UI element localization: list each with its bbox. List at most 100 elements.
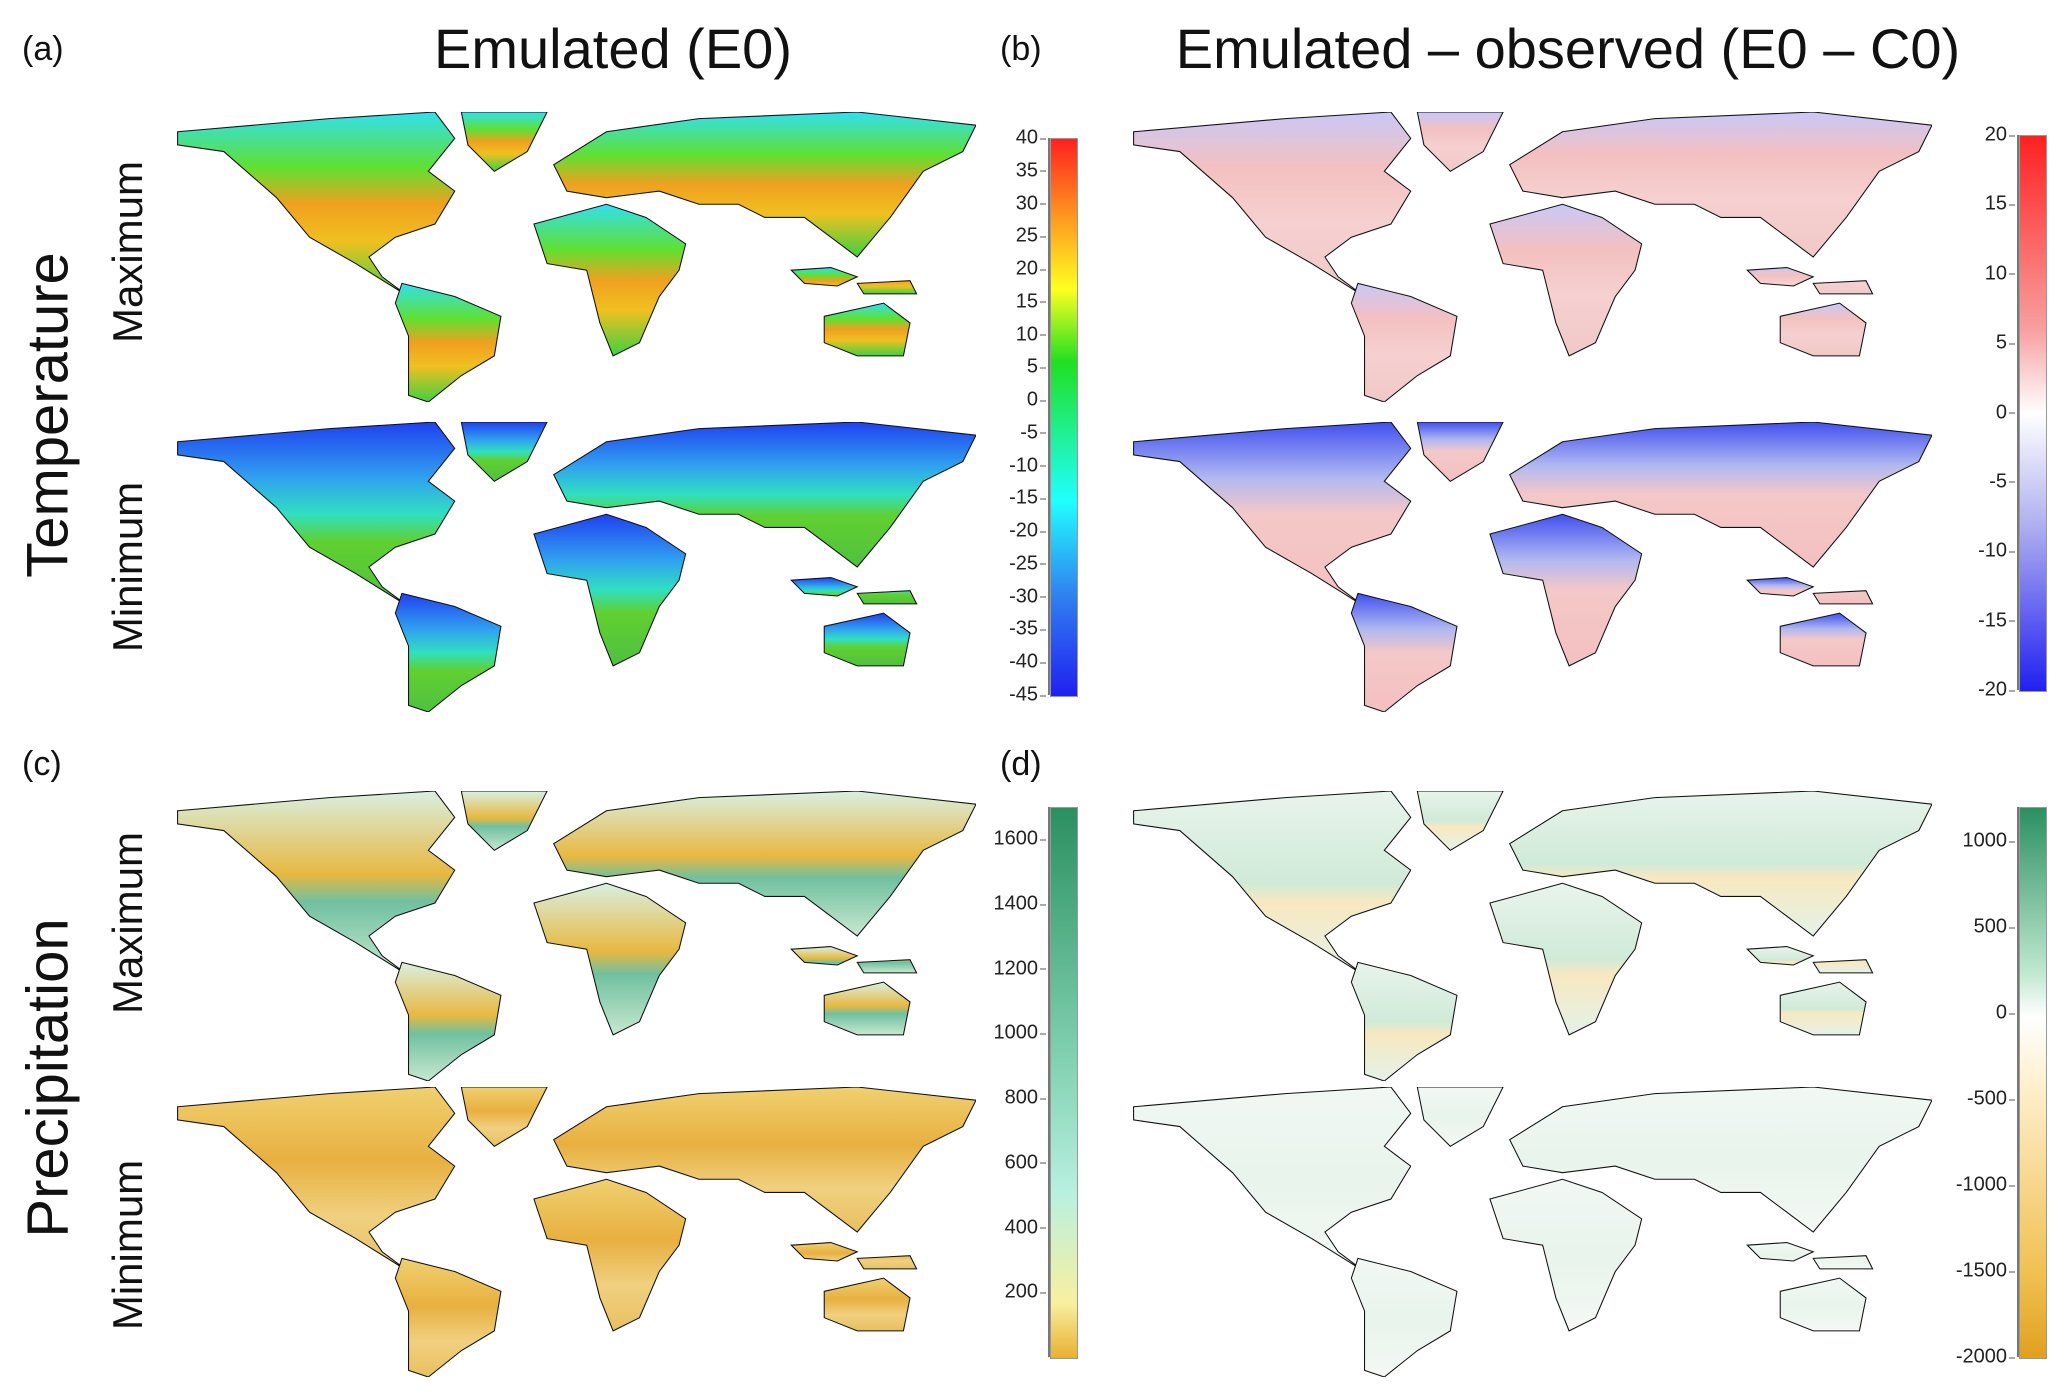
- south-america-shape: [394, 961, 502, 1082]
- north-america-shape: [177, 1086, 456, 1272]
- south-america-shape: [394, 282, 502, 403]
- se-asia-islands-shape: [1746, 1242, 1874, 1270]
- africa-shape: [1489, 513, 1643, 667]
- colorbar-tick-label: -20: [1927, 679, 2015, 702]
- greenland-shape: [1416, 790, 1504, 851]
- panel-d-label: (d): [1000, 745, 1042, 783]
- colorbar-tick-label: 1400: [958, 893, 1046, 916]
- temperature-diff-maximum-map: [1127, 111, 1933, 403]
- south-america-shape: [1350, 1257, 1458, 1378]
- australia-shape: [1779, 302, 1867, 357]
- north-america-shape: [177, 421, 456, 607]
- temperature-diff-colorbar: [2019, 135, 2047, 692]
- colorbar-tick-label: 15: [958, 290, 1046, 313]
- colorbar-tick-label: 0: [1927, 1002, 2015, 1025]
- eurasia-shape: [1509, 421, 1933, 568]
- south-america-shape: [1350, 282, 1458, 403]
- colorbar-tick-label: -40: [958, 651, 1046, 674]
- colorbar-tick-label: 35: [958, 159, 1046, 182]
- colorbar-tick-label: 1600: [958, 828, 1046, 851]
- colorbar-tick-label: 600: [958, 1151, 1046, 1174]
- temperature-maximum-map: [171, 111, 977, 403]
- colorbar-tick-label: 30: [958, 192, 1046, 215]
- north-america-shape: [1133, 1086, 1412, 1272]
- colorbar-axis: [1048, 807, 1050, 1357]
- africa-shape: [533, 1178, 687, 1332]
- colorbar-tick-label: 25: [958, 225, 1046, 248]
- colorbar-tick-label: 1000: [1927, 830, 2015, 853]
- colorbar-axis: [2017, 807, 2019, 1357]
- colorbar-tick-label: -15: [958, 487, 1046, 510]
- colorbar-axis: [1048, 138, 1050, 695]
- colorbar-tick-label: -500: [1927, 1088, 2015, 1111]
- se-asia-islands-shape: [1746, 267, 1874, 295]
- australia-shape: [1779, 612, 1867, 667]
- south-america-shape: [394, 1257, 502, 1378]
- north-america-shape: [1133, 421, 1412, 607]
- colorbar-tick-label: 5: [958, 356, 1046, 379]
- australia-shape: [823, 981, 911, 1036]
- panel-a-label: (a): [22, 30, 64, 68]
- row-label-temp-minimum: Minimum: [104, 481, 151, 653]
- colorbar-tick-label: -20: [958, 520, 1046, 543]
- se-asia-islands-shape: [1746, 946, 1874, 974]
- se-asia-islands-shape: [790, 1242, 918, 1270]
- australia-shape: [1779, 1277, 1867, 1332]
- colorbar-tick-label: 40: [958, 127, 1046, 150]
- colorbar-tick-label: -1500: [1927, 1260, 2015, 1283]
- australia-shape: [823, 1277, 911, 1332]
- colorbar-axis: [2017, 135, 2019, 690]
- temperature-colorbar: [1050, 138, 1078, 697]
- north-america-shape: [177, 790, 456, 976]
- eurasia-shape: [553, 790, 977, 937]
- precipitation-diff-maximum-map: [1127, 790, 1933, 1082]
- eurasia-shape: [1509, 111, 1933, 258]
- colorbar-tick-label: 400: [958, 1216, 1046, 1239]
- colorbar-tick-label: 10: [958, 323, 1046, 346]
- africa-shape: [1489, 203, 1643, 357]
- greenland-shape: [1416, 421, 1504, 482]
- precipitation-diff-colorbar: [2019, 807, 2047, 1359]
- africa-shape: [533, 203, 687, 357]
- colorbar-tick-label: 5: [1927, 332, 2015, 355]
- colorbar-tick-label: -45: [958, 684, 1046, 707]
- greenland-shape: [1416, 111, 1504, 172]
- colorbar-tick-label: -1000: [1927, 1174, 2015, 1197]
- colorbar-tick-label: -5: [1927, 470, 2015, 493]
- temperature-diff-minimum-map: [1127, 421, 1933, 713]
- row-label-temperature: Temperature: [15, 252, 81, 578]
- colorbar-tick-label: 0: [958, 389, 1046, 412]
- north-america-shape: [177, 111, 456, 297]
- eurasia-shape: [1509, 790, 1933, 937]
- eurasia-shape: [553, 1086, 977, 1233]
- africa-shape: [1489, 882, 1643, 1036]
- eurasia-shape: [553, 421, 977, 568]
- north-america-shape: [1133, 790, 1412, 976]
- south-america-shape: [1350, 961, 1458, 1082]
- north-america-shape: [1133, 111, 1412, 297]
- south-america-shape: [1350, 592, 1458, 713]
- colorbar-tick-label: -10: [958, 454, 1046, 477]
- precipitation-colorbar: [1050, 807, 1078, 1359]
- south-america-shape: [394, 592, 502, 713]
- row-label-temp-maximum: Maximum: [104, 160, 151, 344]
- australia-shape: [1779, 981, 1867, 1036]
- colorbar-tick-label: -2000: [1927, 1346, 2015, 1369]
- colorbar-tick-label: 15: [1927, 193, 2015, 216]
- panel-c-label: (c): [22, 745, 62, 783]
- row-label-precipitation: Precipitation: [15, 918, 81, 1238]
- colorbar-tick-label: -30: [958, 585, 1046, 608]
- australia-shape: [823, 612, 911, 667]
- colorbar-tick-label: -10: [1927, 540, 2015, 563]
- africa-shape: [533, 882, 687, 1036]
- precipitation-diff-minimum-map: [1127, 1086, 1933, 1378]
- colorbar-tick-label: -35: [958, 618, 1046, 641]
- colorbar-tick-label: -25: [958, 552, 1046, 575]
- temperature-minimum-map: [171, 421, 977, 713]
- eurasia-shape: [1509, 1086, 1933, 1233]
- colorbar-tick-label: 1200: [958, 957, 1046, 980]
- colorbar-tick-label: 500: [1927, 916, 2015, 939]
- australia-shape: [823, 302, 911, 357]
- colorbar-tick-label: -5: [958, 421, 1046, 444]
- colorbar-tick-label: 800: [958, 1087, 1046, 1110]
